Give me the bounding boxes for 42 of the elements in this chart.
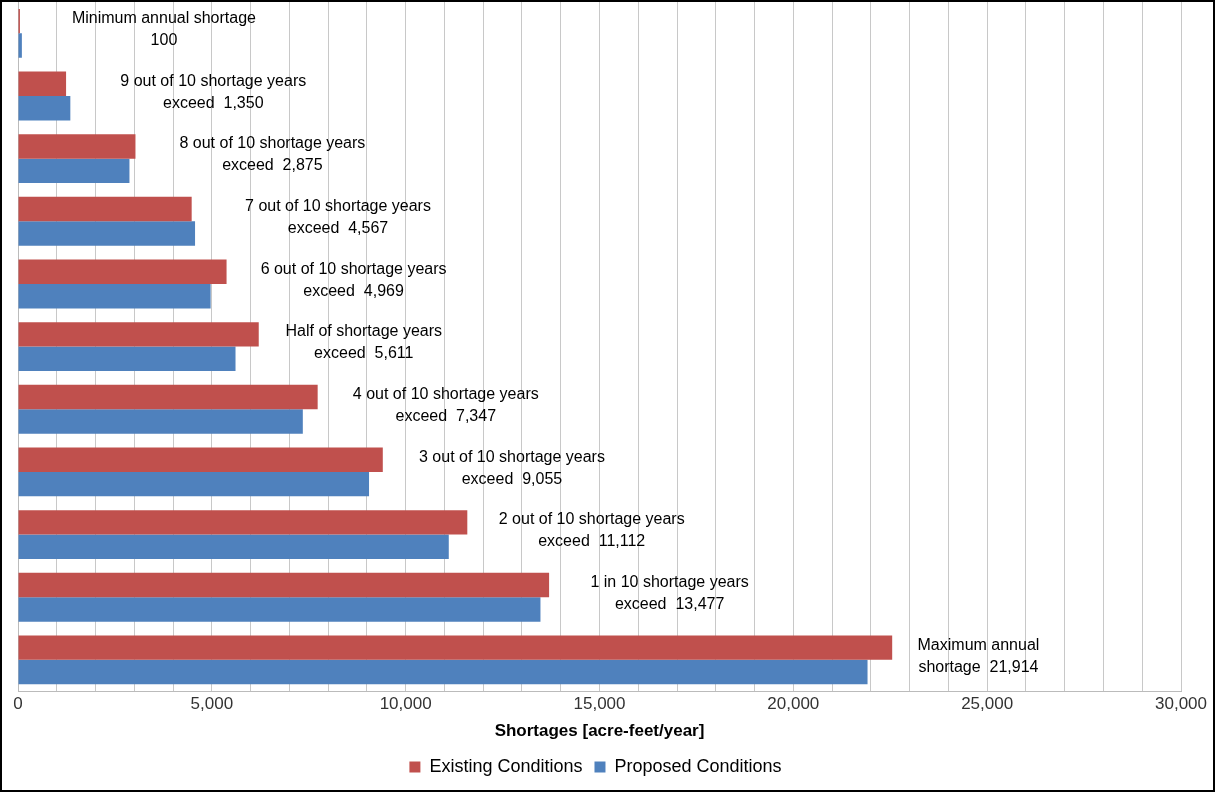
bar: [18, 95, 71, 121]
data-label: Maximum annual shortage 21,914: [917, 635, 1040, 675]
data-label: 3 out of 10 shortage years exceed 9,055: [419, 447, 605, 487]
data-label: 4 out of 10 shortage years exceed 7,347: [352, 385, 539, 424]
bar: [18, 510, 468, 535]
bar: [18, 221, 196, 246]
bar: [18, 158, 130, 184]
x-tick-label: 10,000: [379, 694, 432, 714]
bar: [18, 471, 370, 497]
data-label: Minimum annual shortage 100: [71, 9, 257, 49]
bar: [18, 134, 136, 159]
x-tick-label: 30,000: [1155, 694, 1207, 714]
data-label: 9 out of 10 shortage years exceed 1,350: [120, 71, 307, 111]
bar: [18, 409, 303, 434]
data-label: 6 out of 10 shortage years exceed 4,969: [260, 259, 447, 299]
data-label: Half of shortage years exceed 5,611: [285, 322, 443, 362]
bar: [18, 572, 550, 598]
data-label: 1 in 10 shortage years exceed 13,477: [590, 572, 749, 612]
bar: [18, 283, 211, 309]
data-label: 8 out of 10 shortage years exceed 2,875: [179, 134, 366, 174]
bar: [18, 384, 318, 410]
bar: [18, 534, 449, 559]
bar: [18, 33, 22, 58]
bar: [18, 346, 236, 372]
data-label: 2 out of 10 shortage years exceed 11,112: [498, 510, 685, 550]
bar: [18, 196, 192, 222]
bar: [18, 659, 868, 685]
x-tick-label: 0: [13, 694, 23, 714]
bar: [18, 71, 67, 96]
bar: [18, 259, 227, 284]
legend-label: Existing Conditions: [429, 755, 583, 776]
data-label: 7 out of 10 shortage years exceed 4,567: [245, 197, 431, 237]
x-tick-label: 25,000: [961, 694, 1014, 714]
x-axis-title: Shortages [acre-feet/year]: [494, 721, 705, 741]
x-tick-label: 5,000: [190, 694, 234, 714]
bar: [18, 322, 259, 347]
bar: [18, 635, 893, 660]
bar: [18, 597, 541, 622]
x-tick-label: 15,000: [573, 694, 626, 714]
bar: [18, 447, 383, 472]
x-tick-label: 20,000: [767, 694, 820, 714]
legend-label: Proposed Conditions: [614, 755, 782, 776]
